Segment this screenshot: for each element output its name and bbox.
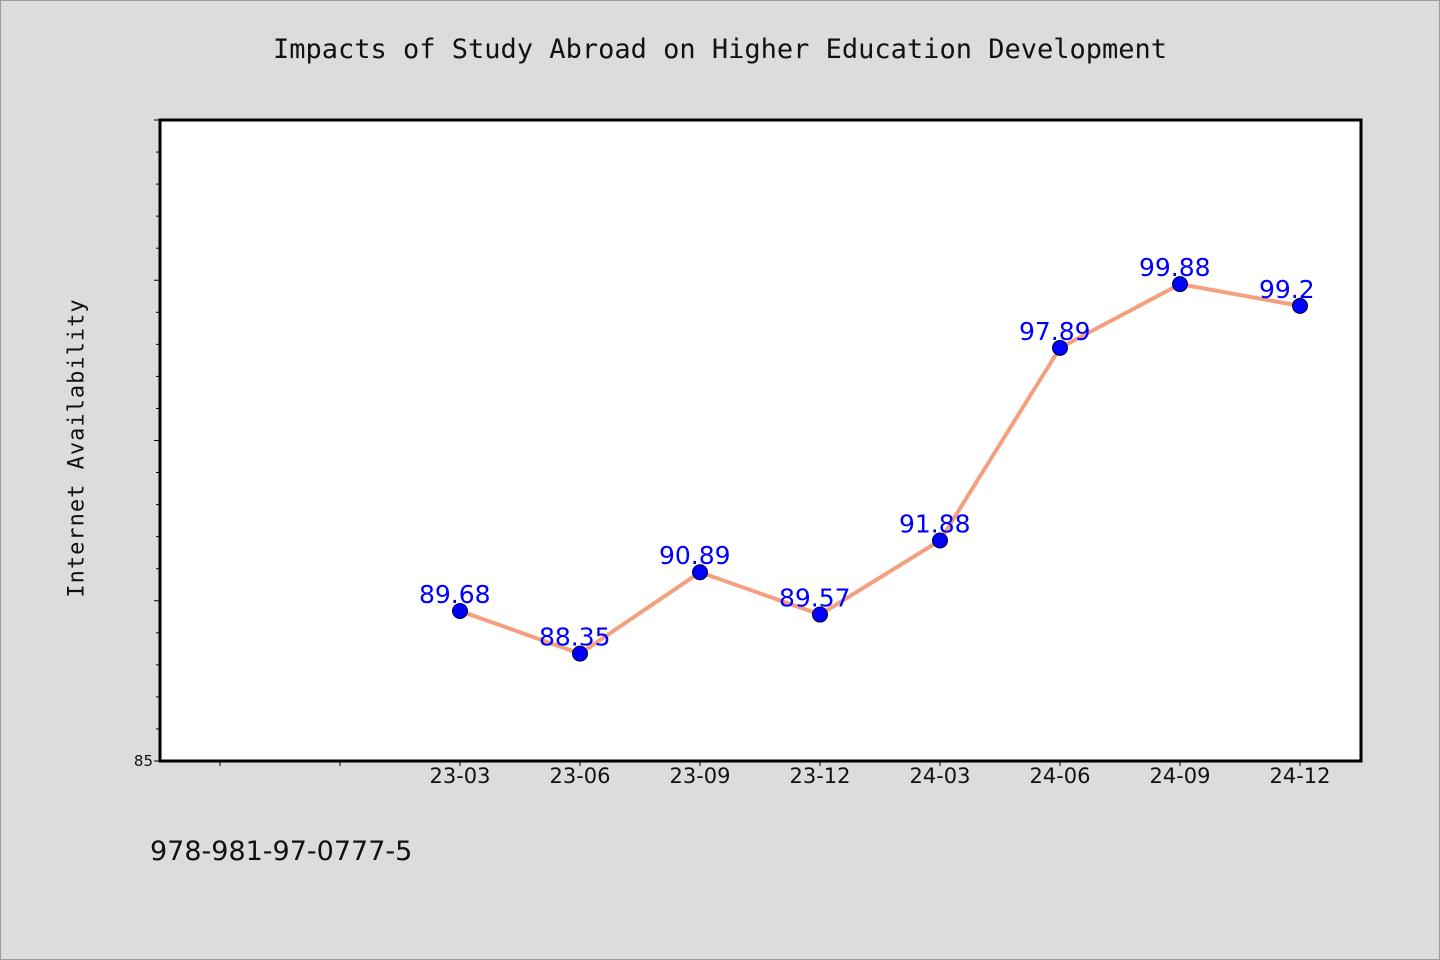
data-point [1292,297,1308,314]
x-tick-label: 24-06 [1029,764,1090,788]
x-tick-label: 24-09 [1149,764,1210,788]
data-label: 97.89 [1019,317,1091,346]
chart-title: Impacts of Study Abroad on Higher Educat… [272,34,1168,65]
x-tick-label: 23-06 [549,764,610,788]
x-tick-label: 23-12 [789,764,850,788]
y-tick-label: 85 [134,752,153,770]
data-labels: 89.68 88.35 90.89 89.57 91.88 97.89 99.88 99.2 [419,253,1315,652]
data-point [452,603,468,620]
data-label: 99.88 [1139,253,1211,282]
x-ticks: 23-03 23-06 23-09 23-12 24-03 24-06 24-09 24-12 [219,761,1331,788]
data-point [932,532,948,549]
data-point [1172,276,1188,293]
x-tick-label: 24-12 [1269,764,1330,788]
data-point [812,606,828,623]
data-label: 99.2 [1259,275,1315,304]
x-tick-label: 24-03 [909,764,970,788]
x-tick-label: 23-09 [669,764,730,788]
data-label: 90.89 [659,541,731,570]
data-point [1052,339,1068,356]
y-ticks: 85 [134,119,160,770]
series [452,276,1308,662]
data-label: 89.57 [779,584,851,613]
isbn-text: 978-981-97-0777-5 [150,836,413,867]
data-label: 89.68 [419,580,491,609]
plot-area [158,118,1363,763]
data-label: 88.35 [539,623,611,652]
data-label: 91.88 [899,509,971,538]
data-point [692,564,708,581]
x-tick-label: 23-03 [429,764,490,788]
series-line [459,282,1301,656]
data-point [572,645,588,662]
